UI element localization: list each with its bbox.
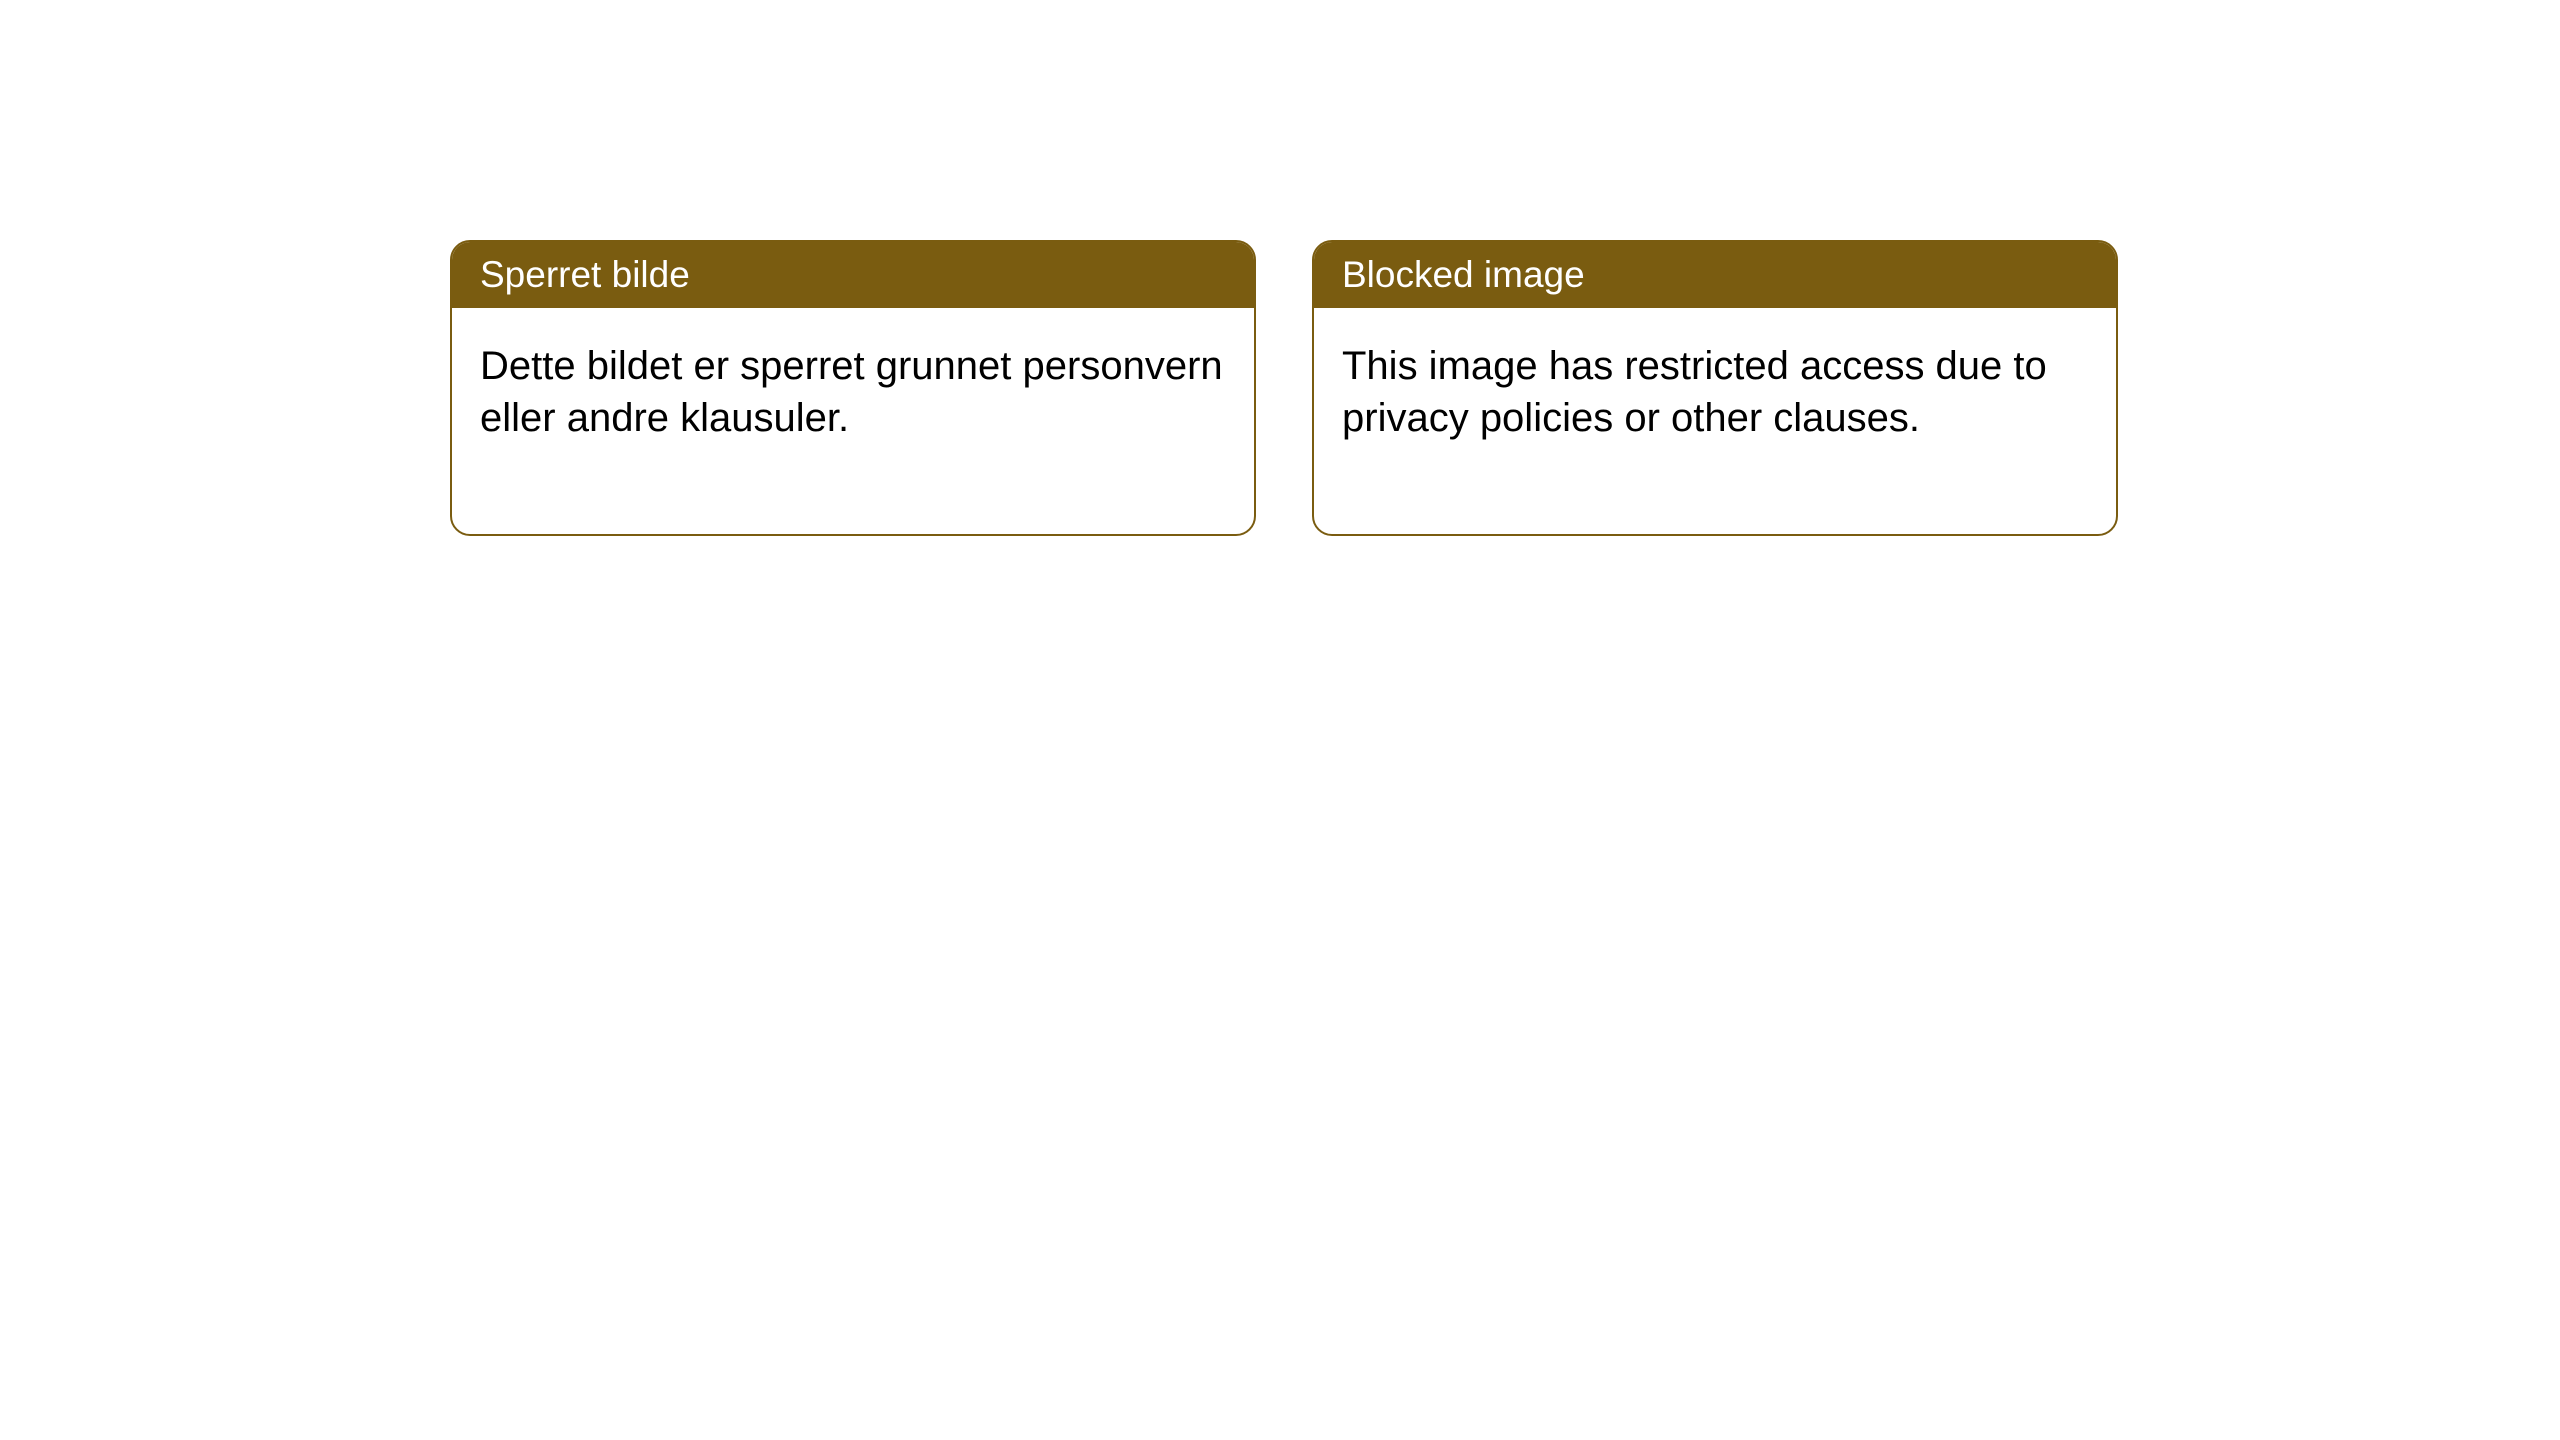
notice-body-en: This image has restricted access due to … xyxy=(1314,308,2116,534)
notice-title-en: Blocked image xyxy=(1314,242,2116,308)
notice-card-no: Sperret bilde Dette bildet er sperret gr… xyxy=(450,240,1256,536)
notice-container: Sperret bilde Dette bildet er sperret gr… xyxy=(450,240,2118,536)
notice-title-no: Sperret bilde xyxy=(452,242,1254,308)
notice-body-no: Dette bildet er sperret grunnet personve… xyxy=(452,308,1254,534)
notice-card-en: Blocked image This image has restricted … xyxy=(1312,240,2118,536)
